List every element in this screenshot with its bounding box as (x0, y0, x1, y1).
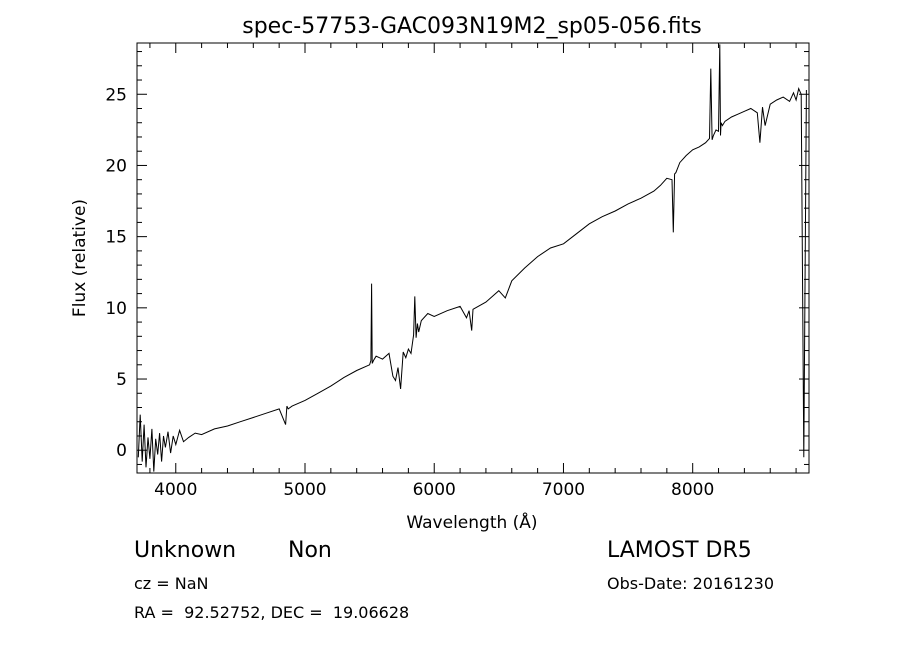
survey-label: LAMOST DR5 (607, 538, 752, 563)
x-tick-label: 4000 (154, 480, 197, 500)
x-tick-label: 8000 (671, 480, 714, 500)
obs-date-label: Obs-Date: 20161230 (607, 574, 775, 593)
y-tick-label: 15 (105, 228, 127, 248)
x-axis-label: Wavelength (Å) (406, 511, 537, 533)
subclass-label: Non (288, 538, 332, 563)
x-tick-label: 7000 (542, 480, 585, 500)
plot-frame (136, 42, 810, 474)
y-tick-label: 20 (105, 156, 127, 176)
y-tick-label: 5 (116, 370, 127, 390)
y-tick-label: 25 (105, 85, 127, 105)
x-tick-label: 5000 (283, 480, 326, 500)
axis-ticks (137, 43, 809, 473)
class-label: Unknown (134, 538, 237, 563)
spectrum-line (137, 44, 807, 472)
x-tick-label: 6000 (413, 480, 456, 500)
cz-label: cz = NaN (134, 574, 209, 593)
y-tick-label: 0 (116, 441, 127, 461)
tick-labels: 4000 5000 6000 7000 8000 0 5 10 15 20 25 (105, 85, 714, 500)
chart-title: spec-57753-GAC093N19M2_sp05-056.fits (242, 14, 702, 39)
y-axis-label: Flux (relative) (70, 199, 90, 317)
coords-label: RA = 92.52752, DEC = 19.06628 (134, 603, 410, 622)
y-tick-label: 10 (105, 299, 127, 319)
